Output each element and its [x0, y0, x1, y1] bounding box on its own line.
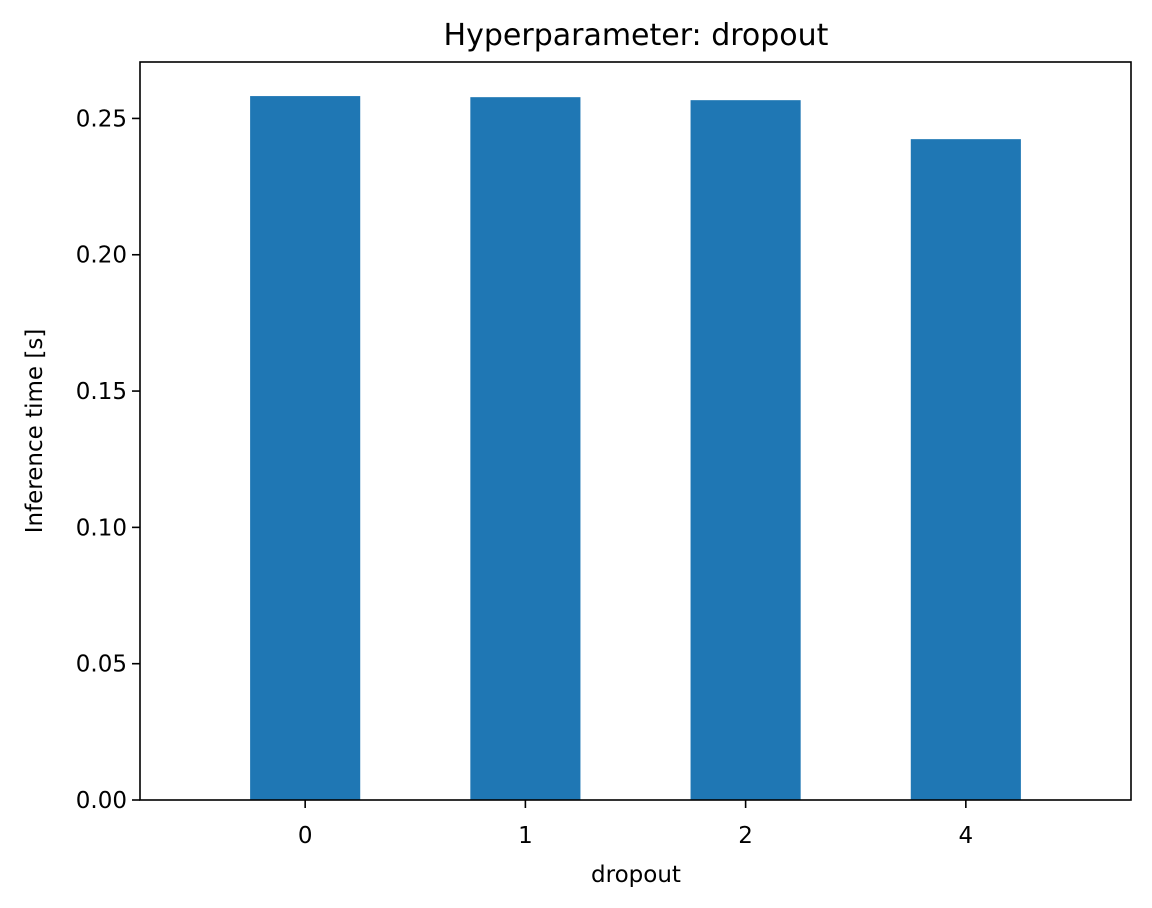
y-tick-label: 0.05 — [76, 652, 127, 678]
bar-0 — [250, 96, 361, 801]
bar-2 — [690, 100, 801, 800]
y-tick-label: 0.15 — [76, 379, 127, 405]
bar-1 — [470, 97, 581, 800]
y-axis: 0.00 0.05 0.10 0.15 0.20 0.25 — [76, 106, 140, 814]
bar-4 — [910, 139, 1021, 800]
y-tick-label: 0.10 — [76, 515, 127, 541]
x-axis: 0 1 2 4 — [298, 800, 973, 849]
x-tick-label: 1 — [518, 823, 533, 849]
x-tick-label: 0 — [298, 823, 313, 849]
y-tick-label: 0.25 — [76, 106, 127, 132]
plot-frame — [139, 61, 1132, 801]
y-tick-label: 0.20 — [76, 243, 127, 269]
x-tick-label: 4 — [959, 823, 974, 849]
y-tick-label: 0.00 — [76, 788, 127, 814]
bars-group — [250, 96, 1021, 801]
chart-title: Hyperparameter: dropout — [444, 18, 829, 53]
x-axis-label: dropout — [591, 862, 681, 888]
y-axis-label: Inference time [s] — [22, 329, 48, 534]
x-tick-label: 2 — [738, 823, 753, 849]
